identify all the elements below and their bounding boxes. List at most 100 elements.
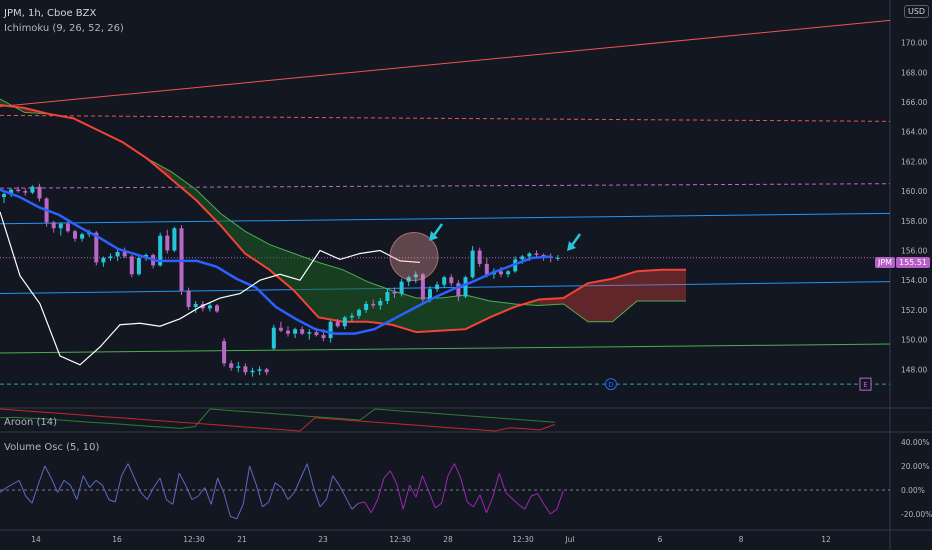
- aroon-up-line: [0, 408, 556, 429]
- candle-body: [378, 300, 383, 306]
- volume-osc-segment: [18, 480, 27, 497]
- price-tick-label: 166.00: [901, 98, 927, 107]
- volume-osc-segment: [95, 479, 103, 486]
- volume-osc-segment: [556, 491, 564, 510]
- volume-osc-segment: [198, 487, 206, 497]
- candle-body: [264, 369, 269, 373]
- volume-osc-segment: [492, 473, 500, 498]
- time-tick-label: 6: [658, 535, 663, 544]
- candle-body: [328, 321, 333, 339]
- ichimoku-cloud-segment: [343, 269, 368, 322]
- candle-body: [555, 257, 560, 259]
- volume-osc-legend[interactable]: Volume Osc (5, 10): [4, 442, 100, 453]
- price-tick-label: 154.00: [901, 276, 927, 285]
- volume-osc-segment: [223, 493, 231, 517]
- candle-body: [420, 274, 425, 300]
- ichimoku-cloud-segment: [269, 244, 294, 291]
- ichimoku-legend[interactable]: Ichimoku (9, 26, 52, 26): [4, 23, 124, 34]
- candle-body: [37, 186, 42, 199]
- candle-body: [335, 321, 340, 327]
- candle-body: [101, 257, 106, 263]
- volume-osc-segment: [524, 495, 532, 510]
- trend-line: [0, 281, 891, 295]
- candle-body: [73, 231, 77, 239]
- trend-line: [0, 212, 891, 225]
- time-tick-label: 21: [237, 535, 247, 544]
- volume-osc-segment: [6, 483, 14, 489]
- candle-body: [506, 271, 511, 275]
- volume-osc-segment: [396, 483, 404, 510]
- candle-body: [399, 281, 404, 294]
- candle-body: [229, 363, 234, 368]
- volume-osc-segment: [338, 484, 347, 498]
- candle-body: [250, 370, 255, 373]
- osc-tick-label: 20.00%: [901, 462, 930, 471]
- candle-body: [193, 303, 198, 307]
- volume-osc-segment: [89, 480, 97, 488]
- candle-body: [307, 332, 312, 334]
- candle-body: [51, 222, 56, 229]
- volume-osc-segment: [159, 477, 167, 500]
- candle-body: [286, 330, 290, 334]
- volume-osc-segment: [236, 504, 244, 520]
- candle-body: [122, 251, 127, 257]
- volume-osc-segment: [377, 477, 385, 500]
- candle-body: [158, 235, 163, 266]
- ichimoku-cloud-segment: [294, 253, 319, 318]
- earnings-marker: [859, 377, 872, 391]
- ichimoku-cloud-segment: [392, 290, 417, 333]
- currency-label[interactable]: USD: [904, 5, 930, 18]
- time-tick-label: Jul: [564, 535, 574, 544]
- volume-osc-segment: [12, 479, 20, 485]
- candle-body: [364, 303, 369, 310]
- volume-osc-segment: [31, 483, 39, 504]
- annotation-arrow-2: [567, 233, 582, 251]
- volume-osc-segment: [415, 475, 423, 498]
- volume-osc-segment: [498, 473, 507, 493]
- volume-osc-segment: [345, 496, 353, 510]
- volume-osc-segment: [230, 515, 237, 520]
- candle-body: [115, 251, 120, 257]
- osc-tick-label: 40.00%: [901, 438, 930, 447]
- aroon-down-line: [0, 408, 556, 432]
- volume-osc-segment: [466, 501, 474, 508]
- dividend-marker: [605, 378, 617, 391]
- volume-osc-segment: [434, 502, 442, 509]
- volume-osc-segment: [511, 498, 519, 505]
- ichimoku-cloud-segment: [490, 300, 515, 318]
- symbol-title[interactable]: JPM, 1h, Cboe BZX: [4, 8, 97, 19]
- volume-osc-segment: [300, 463, 308, 479]
- candle-body: [428, 289, 432, 300]
- volume-osc-segment: [505, 492, 513, 499]
- ichimoku-cloud-segment: [245, 231, 270, 270]
- volume-osc-segment: [281, 487, 289, 500]
- volume-osc-segment: [460, 477, 468, 503]
- volume-osc-segment: [319, 499, 327, 508]
- volume-osc-segment: [37, 465, 46, 485]
- aroon-legend[interactable]: Aroon (14): [4, 417, 58, 428]
- time-tick-label: 12: [821, 535, 831, 544]
- volume-osc-segment: [262, 501, 270, 508]
- time-tick-label: 16: [112, 535, 122, 544]
- trend-line: [0, 343, 891, 354]
- candle-body: [385, 292, 390, 301]
- candle-body: [314, 332, 319, 336]
- volume-osc-segment: [249, 465, 257, 485]
- volume-osc-segment: [210, 477, 219, 505]
- volume-osc-segment: [114, 475, 123, 503]
- volume-osc-segment: [389, 470, 398, 485]
- osc-tick-label: 0.00%: [901, 486, 925, 495]
- candle-body: [165, 235, 170, 251]
- volume-osc-segment: [69, 484, 78, 500]
- volume-osc-segment: [121, 463, 129, 476]
- volume-osc-segment: [255, 483, 263, 507]
- arrow-head: [567, 241, 576, 251]
- candle-body: [534, 253, 539, 255]
- ichimoku-cloud-segment: [465, 295, 490, 330]
- volume-osc-segment: [204, 487, 212, 505]
- price-tick-label: 160.00: [901, 187, 927, 196]
- volume-osc-segment: [146, 487, 155, 500]
- candle-body: [243, 366, 248, 373]
- candle-body: [484, 263, 489, 275]
